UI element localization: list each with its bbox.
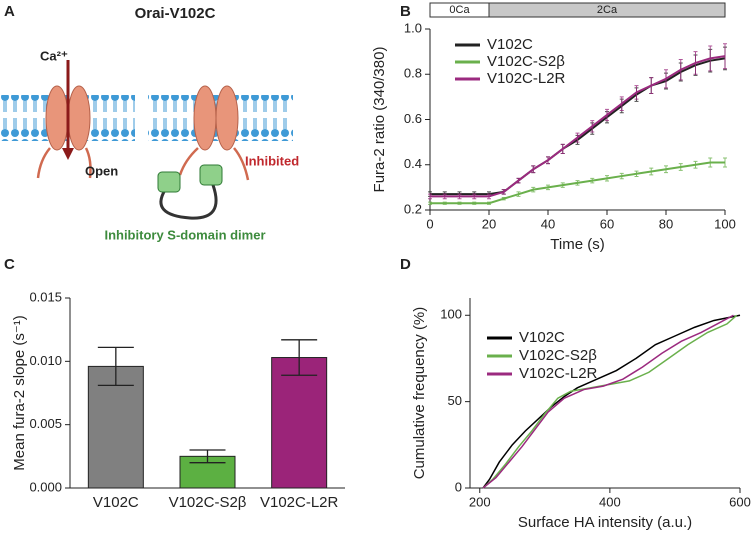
series-line — [430, 55, 726, 198]
tail — [233, 147, 250, 181]
y-tick-label: 50 — [448, 393, 462, 408]
y-tick-label: 0 — [455, 479, 462, 494]
x-tick-label: 20 — [482, 216, 496, 231]
arrow-head — [62, 148, 74, 160]
x-axis-title: Time (s) — [550, 236, 604, 253]
x-tick-label: 80 — [659, 216, 673, 231]
x-tick-label: V102C — [93, 494, 139, 511]
y-tick-label: 0.000 — [29, 479, 62, 494]
tail — [178, 147, 199, 176]
x-tick-label: 200 — [469, 494, 491, 509]
x-tick-label: V102C-L2R — [260, 494, 339, 511]
phase-label: 2Ca — [597, 4, 618, 16]
panel-label: D — [400, 256, 411, 273]
channel — [215, 85, 239, 151]
s-domain — [199, 164, 223, 186]
channel — [45, 85, 69, 151]
y-axis-title: Fura-2 ratio (340/380) — [371, 47, 388, 193]
series-line — [482, 314, 734, 489]
s-domain — [157, 171, 181, 193]
channel — [193, 85, 217, 151]
state-label: Open — [85, 163, 118, 178]
y-axis-title: Mean fura-2 slope (s⁻¹) — [11, 315, 28, 470]
y-tick-label: 0.2 — [404, 201, 422, 216]
diagram-title: Orai-V102C — [135, 5, 216, 22]
y-tick-label: 0.4 — [404, 156, 422, 171]
legend-label: V102C-S2β — [487, 53, 565, 70]
x-axis-title: Surface HA intensity (a.u.) — [518, 514, 692, 531]
bar — [271, 357, 328, 489]
y-axis-title: Cumulative frequency (%) — [411, 307, 428, 480]
linker — [159, 184, 218, 220]
diagram: Orai-V102C Ca²⁺ Open Inhibited Inhibitor… — [0, 5, 299, 242]
legend-label: V102C-S2β — [519, 347, 597, 364]
dimer-label: Inhibitory S-domain dimer — [104, 227, 265, 242]
error-bar — [97, 346, 134, 387]
state-label: Inhibited — [245, 153, 299, 168]
channel — [67, 85, 91, 151]
y-tick-label: 0.005 — [29, 416, 62, 431]
legend-label: V102C-L2R — [487, 70, 566, 87]
panel-label: B — [400, 3, 411, 20]
error-bar — [281, 339, 318, 376]
error-bar — [189, 449, 226, 464]
x-tick-label: V102C-S2β — [169, 494, 247, 511]
phase-label: 0Ca — [449, 4, 470, 16]
x-tick-label: 0 — [426, 216, 433, 231]
x-tick-label: 60 — [600, 216, 614, 231]
y-tick-label: 100 — [440, 307, 462, 322]
ion-label: Ca²⁺ — [40, 48, 68, 63]
series-line — [430, 161, 725, 205]
phase-bar — [488, 2, 726, 18]
tail — [84, 147, 92, 179]
legend-label: V102C — [519, 329, 565, 346]
legend-label: V102C — [487, 36, 533, 53]
y-tick-label: 1.0 — [404, 20, 422, 35]
y-tick-label: 0.015 — [29, 289, 62, 304]
x-tick-label: 40 — [541, 216, 555, 231]
y-tick-label: 0.8 — [404, 66, 422, 81]
x-tick-label: 600 — [729, 494, 751, 509]
series-line — [482, 314, 741, 489]
panel-label: C — [4, 256, 15, 273]
x-tick-label: 100 — [714, 216, 736, 231]
x-tick-label: 400 — [599, 494, 621, 509]
legend-label: V102C-L2R — [519, 365, 598, 382]
y-tick-label: 0.010 — [29, 353, 62, 368]
panel-label: A — [4, 3, 15, 20]
y-tick-label: 0.6 — [404, 111, 422, 126]
tail — [36, 147, 51, 179]
bar — [87, 365, 144, 489]
